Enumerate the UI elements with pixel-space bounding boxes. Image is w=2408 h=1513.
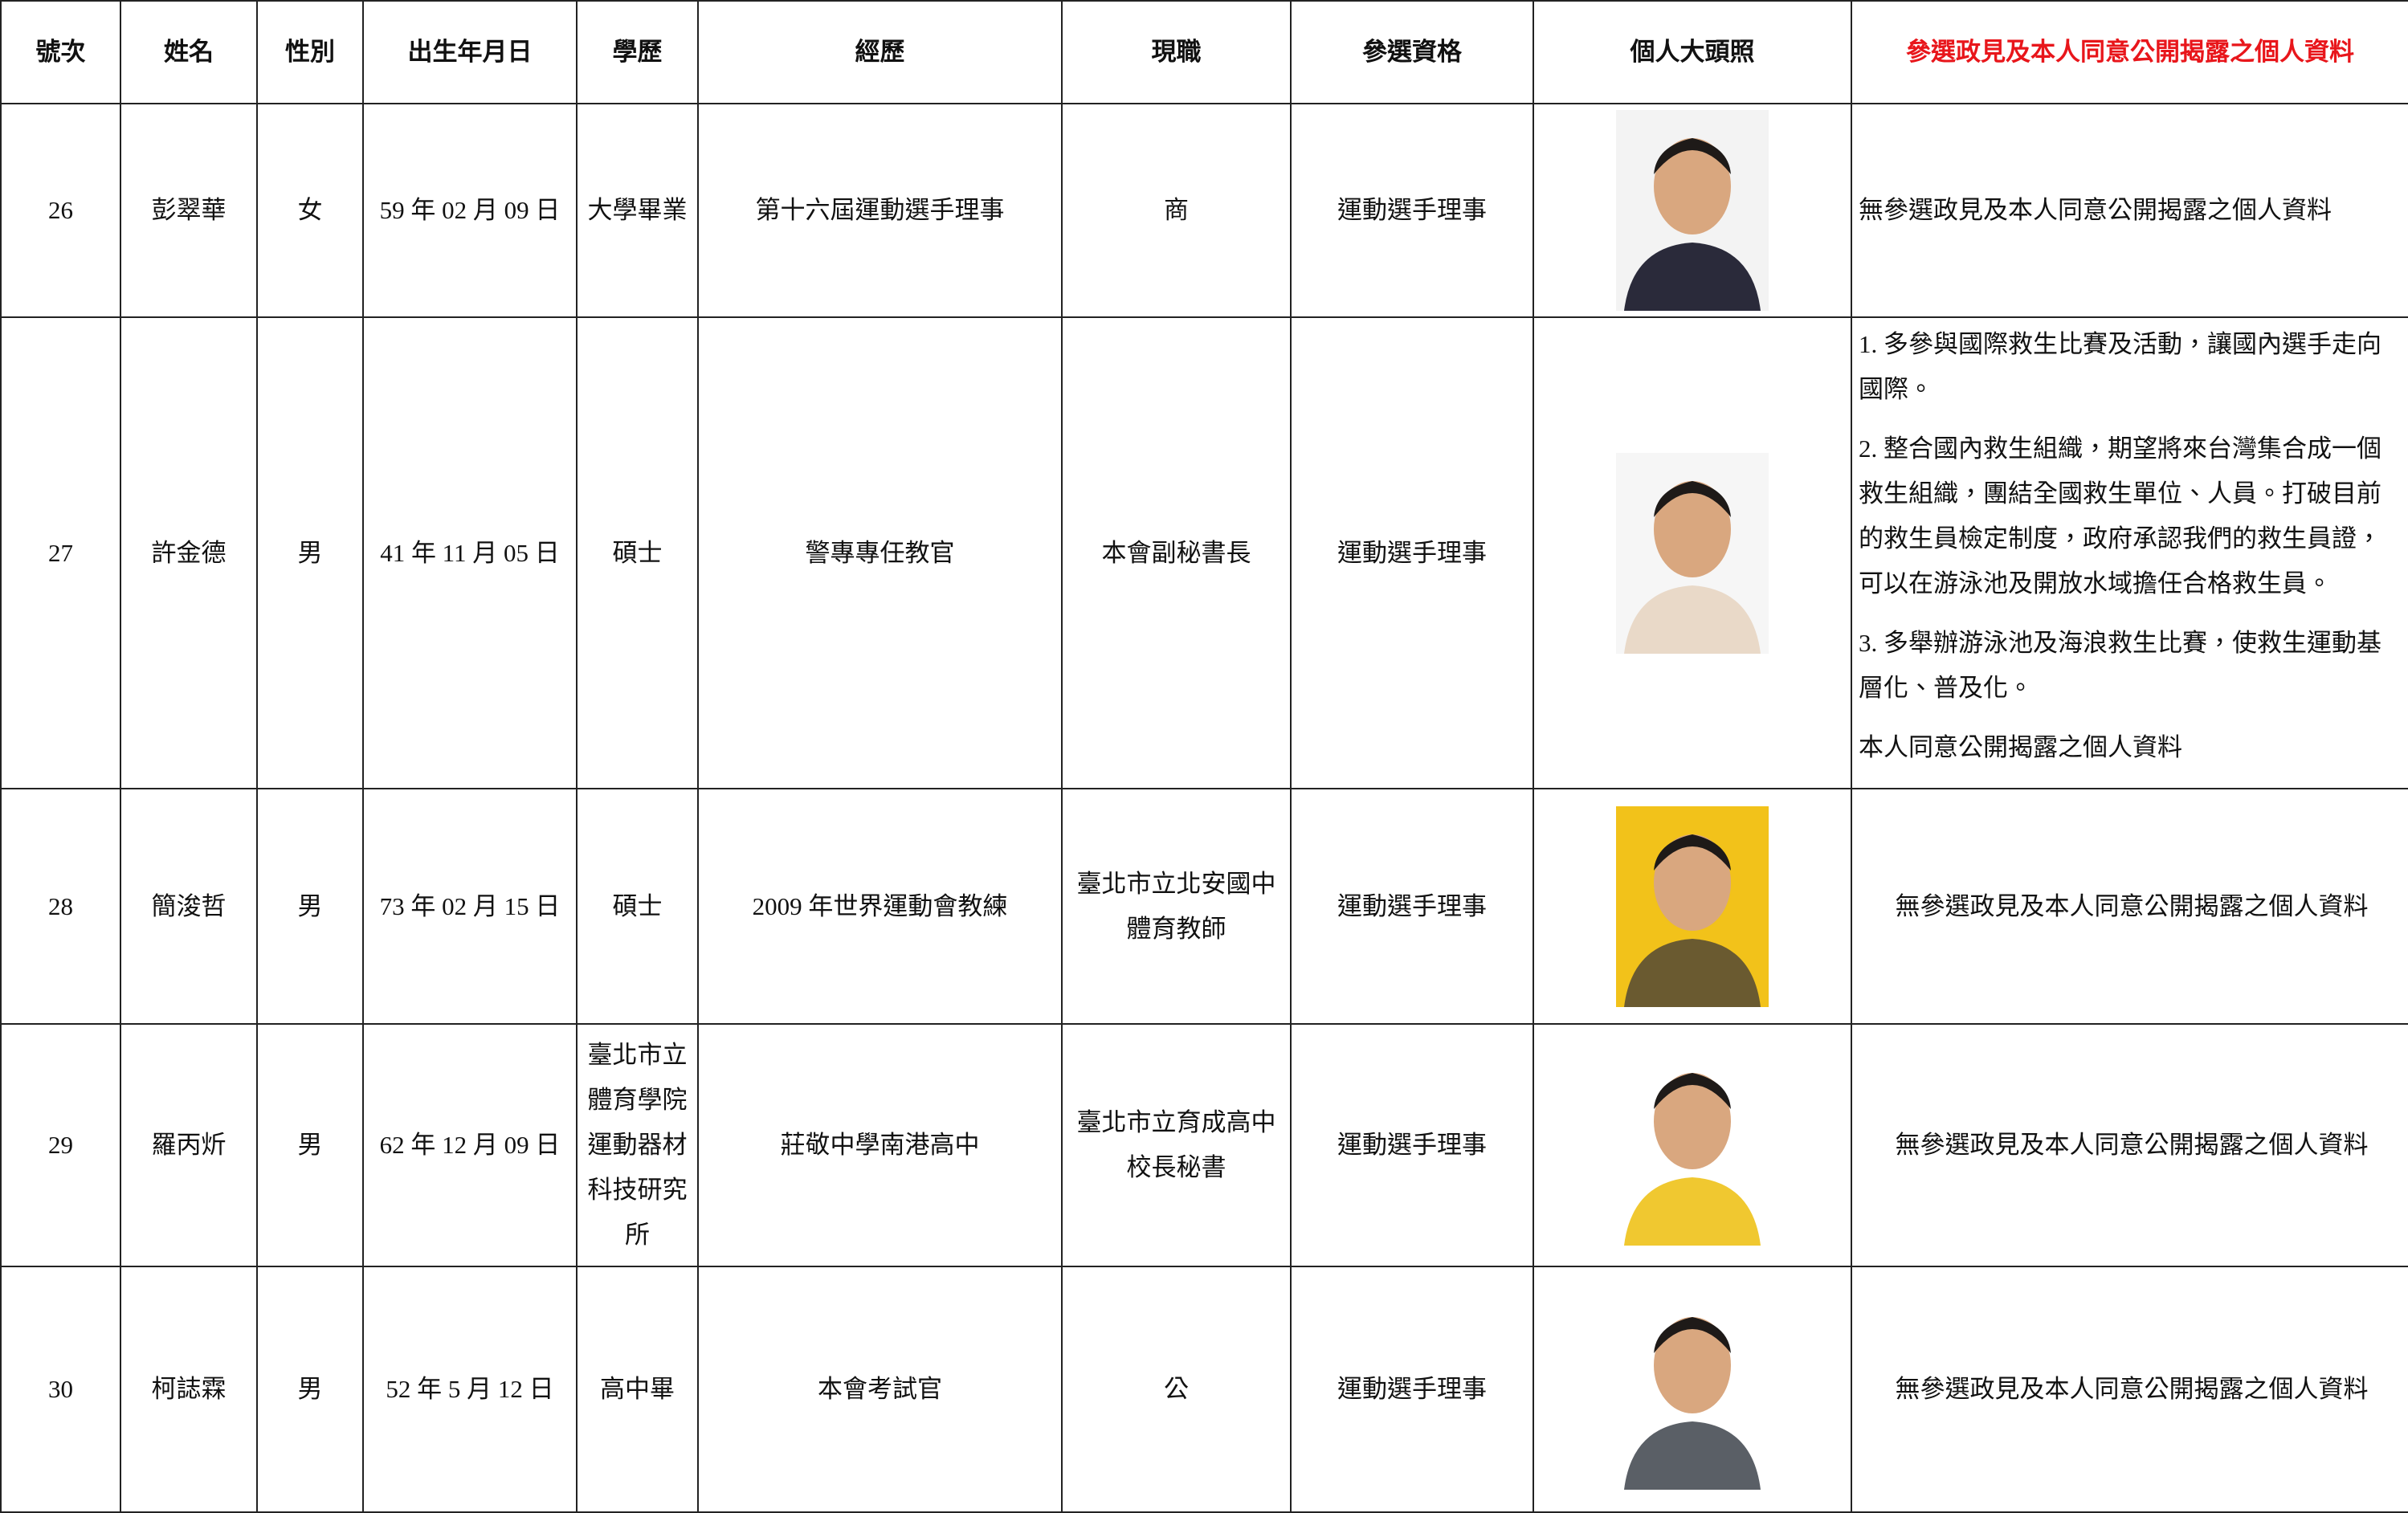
header-row: 號次 姓名 性別 出生年月日 學歷 經歷 現職 參選資格 個人大頭照 參選政見及本人同意公開揭露之… [0,0,2408,104]
photo-silhouette [1624,138,1761,311]
cell-experience: 第十六屆運動選手理事 [697,103,1063,318]
cell-education: 高中畢 [576,1266,699,1513]
cell-gender: 男 [256,1266,364,1513]
cell-name: 簡浚哲 [120,788,258,1025]
candidate-row: 30 柯誌霖男 52 年 5 月 12 日高中畢 本會考試官公運動選手理事 無參選政見及… [0,1266,2408,1513]
cell-qualification: 運動選手理事 [1290,1266,1534,1513]
cell-statement: 無參選政見及本人同意公開揭露之個人資料 [1851,1266,2408,1513]
candidate-row: 26 彭翠華女 59 年 02 月 09 日大學畢業 第十六屆運動選手理事商運動選手理… [0,103,2408,318]
column-header: 號次 [0,0,121,104]
photo-silhouette [1624,1317,1761,1490]
cell-qualification: 運動選手理事 [1290,1023,1534,1267]
cell-position: 臺北市立北安國中體育教師 [1061,788,1292,1025]
cell-no: 27 [0,316,121,789]
photo [1616,1045,1769,1246]
cell-education: 大學畢業 [576,103,699,318]
cell-qualification: 運動選手理事 [1290,788,1534,1025]
column-header: 參選資格 [1290,0,1534,104]
cell-experience: 莊敬中學南港高中 [697,1023,1063,1267]
column-header: 學歷 [576,0,699,104]
cell-no: 29 [0,1023,121,1267]
cell-position: 臺北市立育成高中校長秘書 [1061,1023,1292,1267]
cell-gender: 男 [256,788,364,1025]
cell-position: 商 [1061,103,1292,318]
cell-position: 本會副秘書長 [1061,316,1292,789]
cell-statement: 無參選政見及本人同意公開揭露之個人資料 [1851,788,2408,1025]
table-body: 26 彭翠華女 59 年 02 月 09 日大學畢業 第十六屆運動選手理事商運動選手理… [0,103,2408,1513]
photo [1616,110,1769,311]
cell-name: 彭翠華 [120,103,258,318]
candidate-row: 29 羅丙炘男 62 年 12 月 09 日臺北市立體育學院運動器材科技研究所 莊敬中… [0,1023,2408,1267]
photo-cell [1533,103,1852,318]
cell-qualification: 運動選手理事 [1290,316,1534,789]
photo-silhouette [1624,834,1761,1007]
column-header: 性別 [256,0,364,104]
cell-statement: 1. 多參與國際救生比賽及活動，讓國內選手走向國際。 2. 整合國內救生組織，期望… [1851,316,2408,789]
photo [1616,452,1769,654]
photo-cell [1533,1023,1852,1267]
cell-no: 26 [0,103,121,318]
cell-gender: 女 [256,103,364,318]
cell-no: 28 [0,788,121,1025]
cell-statement: 無參選政見及本人同意公開揭露之個人資料 [1851,103,2408,318]
column-header: 經歷 [697,0,1063,104]
photo [1616,1289,1769,1490]
column-header: 參選政見及本人同意公開揭露之個人資料 [1851,0,2408,104]
cell-name: 柯誌霖 [120,1266,258,1513]
cell-birth: 52 年 5 月 12 日 [362,1266,578,1513]
photo-silhouette [1624,480,1761,654]
cell-education: 碩士 [576,316,699,789]
cell-education: 碩士 [576,788,699,1025]
cell-experience: 2009 年世界運動會教練 [697,788,1063,1025]
statement-paragraph: 3. 多舉辦游泳池及海浪救生比賽，使救生運動基層化、普及化。 [1859,628,2381,702]
cell-experience: 警專專任教官 [697,316,1063,789]
photo-cell [1533,316,1852,789]
cell-birth: 62 年 12 月 09 日 [362,1023,578,1267]
cell-name: 許金德 [120,316,258,789]
column-header: 現職 [1061,0,1292,104]
cell-experience: 本會考試官 [697,1266,1063,1513]
cell-no: 30 [0,1266,121,1513]
statement-paragraph: 2. 整合國內救生組織，期望將來台灣集合成一個救生組織，團結全國救生單位、人員。… [1859,434,2381,597]
cell-gender: 男 [256,316,364,789]
photo [1616,805,1769,1007]
cell-birth: 73 年 02 月 15 日 [362,788,578,1025]
cell-birth: 59 年 02 月 09 日 [362,103,578,318]
cell-birth: 41 年 11 月 05 日 [362,316,578,789]
cell-gender: 男 [256,1023,364,1267]
photo-cell [1533,788,1852,1025]
cell-position: 公 [1061,1266,1292,1513]
statement-paragraph: 本人同意公開揭露之個人資料 [1859,732,2182,761]
column-header: 個人大頭照 [1533,0,1852,104]
photo-cell [1533,1266,1852,1513]
column-header: 出生年月日 [362,0,578,104]
cell-qualification: 運動選手理事 [1290,103,1534,318]
cell-name: 羅丙炘 [120,1023,258,1267]
candidate-row: 28 簡浚哲男 73 年 02 月 15 日碩士 2009 年世界運動會教練 臺北市立北… [0,788,2408,1025]
statement-paragraph: 1. 多參與國際救生比賽及活動，讓國內選手走向國際。 [1859,329,2381,403]
photo-silhouette [1624,1073,1761,1246]
cell-statement: 無參選政見及本人同意公開揭露之個人資料 [1851,1023,2408,1267]
candidate-row: 27 許金德男 41 年 11 月 05 日碩士 警專專任教官 本會副秘書長 運動選手理事… [0,316,2408,789]
column-header: 姓名 [120,0,258,104]
cell-education: 臺北市立體育學院運動器材科技研究所 [576,1023,699,1267]
